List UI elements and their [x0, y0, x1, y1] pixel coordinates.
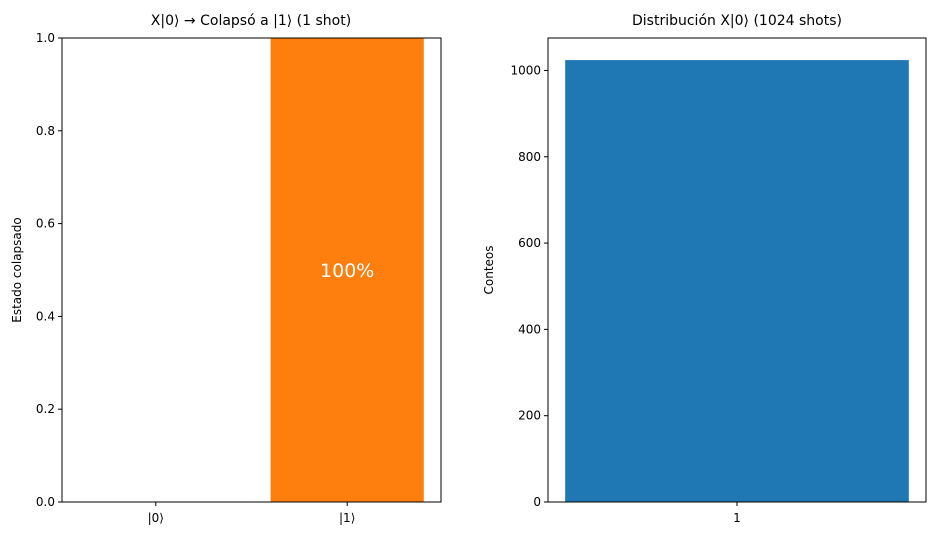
collapse-chart-y-ticks: 0.0 0.2 0.4 0.6 0.8 1.0: [36, 31, 62, 509]
distribution-chart-bars: [565, 60, 909, 502]
distribution-chart-frame: [547, 37, 927, 503]
y-tick-label: 200: [518, 409, 541, 423]
collapse-chart-x-ticks: |0⟩ |1⟩: [148, 502, 355, 525]
y-tick-label: 400: [518, 322, 541, 336]
collapse-chart-bars: [270, 38, 424, 502]
collapse-chart-frame: [61, 37, 442, 503]
bar: [270, 38, 424, 502]
y-tick-label: 600: [518, 236, 541, 250]
distribution-chart-ylabel: Conteos: [482, 245, 496, 294]
x-tick-label: |0⟩: [148, 511, 164, 525]
distribution-chart-x-ticks: 1: [733, 502, 741, 525]
distribution-chart-title: Distribución X|0⟩ (1024 shots): [632, 13, 842, 29]
y-tick-label: 0.2: [36, 402, 55, 416]
y-tick-label: 0.4: [36, 309, 55, 323]
y-tick-label: 0: [533, 495, 541, 509]
y-tick-label: 0.8: [36, 124, 55, 138]
x-tick-label: 1: [733, 511, 741, 525]
distribution-chart: Distribución X|0⟩ (1024 shots) Conteos 0…: [482, 13, 927, 525]
collapse-chart-title: X|0⟩ → Colapsó a |1⟩ (1 shot): [151, 13, 351, 29]
y-tick-label: 1.0: [36, 31, 55, 45]
collapse-chart-ylabel: Estado colapsado: [10, 217, 24, 322]
bar: [565, 60, 909, 502]
y-tick-label: 0.0: [36, 495, 55, 509]
distribution-chart-y-ticks: 0 200 400 600 800 1000: [510, 63, 548, 509]
y-tick-label: 1000: [510, 63, 541, 77]
y-tick-label: 0.6: [36, 217, 55, 231]
collapse-chart: X|0⟩ → Colapsó a |1⟩ (1 shot) Estado col…: [10, 13, 442, 525]
collapse-chart-data-label: 100%: [320, 260, 374, 282]
y-tick-label: 800: [518, 150, 541, 164]
x-tick-label: |1⟩: [339, 511, 355, 525]
